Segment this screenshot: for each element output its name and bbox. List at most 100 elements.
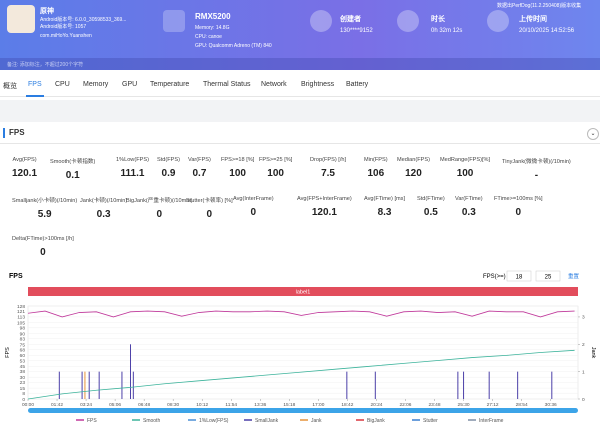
- metric: Smooth(卡顿指数) 0.1: [50, 157, 95, 181]
- x-tick-label: 08:30: [167, 402, 179, 408]
- tab-bar: 概览 FPS CPU Memory GPU Temperature Thermal Stat…: [0, 76, 600, 97]
- spacer: [0, 100, 600, 122]
- duration-icon: [397, 10, 419, 32]
- x-tick-label: 25:30: [458, 402, 470, 408]
- legend-label[interactable]: InterFrame: [479, 418, 504, 424]
- metric-label: Stutter(卡顿率) [%]: [186, 198, 233, 204]
- x-tick-label: 01:42: [51, 402, 63, 408]
- y-tick-label: 98: [20, 326, 26, 332]
- metric-value: 7.5: [321, 168, 335, 179]
- metric: Std(FTime) 0.5: [417, 196, 445, 218]
- stat-label: 创建者: [340, 16, 361, 23]
- series-line: [27, 310, 575, 318]
- legend-label[interactable]: Jank: [311, 418, 322, 424]
- x-tick-label: 10:12: [196, 402, 208, 408]
- metric: MedRange(FPS)[%] 100: [440, 157, 490, 179]
- app-info: Android版本号: 6.0.0_30598533_369...: [40, 17, 127, 23]
- upload-icon: [487, 10, 509, 32]
- metric: Drop(FPS) [/h] 7.5: [310, 157, 346, 179]
- scrollbar[interactable]: [28, 408, 578, 413]
- metric-label: TinyJank(微微卡顿)(/10min): [502, 159, 571, 165]
- metric-value: 0: [40, 247, 46, 258]
- x-tick-label: 30:36: [545, 402, 557, 408]
- metric: Median(FPS) 120: [397, 157, 430, 179]
- metric-value: 8.3: [377, 207, 392, 218]
- x-tick-label: 27:12: [487, 402, 499, 408]
- metric-value: 106: [367, 168, 385, 179]
- metric-value: 120.1: [12, 168, 38, 179]
- metric-label: Delta(FTime)>100ms [/h]: [12, 236, 74, 242]
- metric: Smalljank(小卡顿)(/10min) 5.9: [12, 196, 77, 220]
- tab[interactable]: Thermal Status: [203, 81, 251, 88]
- metric-label: Jank(卡顿)(/10min): [80, 198, 128, 204]
- threshold-input[interactable]: [535, 270, 561, 282]
- app-info: com.miHoYo.Yuanshen: [40, 33, 92, 39]
- y2-tick-label: 0: [582, 397, 585, 403]
- metric-label: Avg(InterFrame): [233, 196, 274, 202]
- legend-label[interactable]: 1%Low(FPS): [199, 418, 229, 424]
- metric-value: 0.7: [192, 168, 207, 179]
- y-tick-label: 38: [20, 369, 26, 375]
- metric-label: Drop(FPS) [/h]: [310, 157, 347, 163]
- metric-value: 0.1: [65, 170, 80, 181]
- y-tick-label: 8: [22, 391, 25, 397]
- threshold-input[interactable]: [506, 270, 532, 282]
- metric: Avg(FTime) [ms] 8.3: [364, 196, 405, 218]
- source: 数据出PerfDog(11.2.250408)版本收集: [497, 3, 582, 9]
- tab[interactable]: FPS: [26, 81, 44, 97]
- tab[interactable]: Temperature: [150, 81, 190, 88]
- metric: FTime>=100ms [%] 0: [494, 196, 543, 218]
- y-tick-label: 128: [17, 304, 25, 310]
- metric-value: 5.9: [37, 209, 52, 220]
- tab[interactable]: Memory: [83, 81, 109, 88]
- x-tick-label: 20:24: [370, 402, 382, 408]
- metric-value: 0.9: [161, 168, 176, 179]
- metric-label: BigJank(严重卡顿)(/10min): [126, 198, 193, 204]
- header: 原神 Android版本号: 6.0.0_30598533_369... And…: [0, 0, 600, 70]
- device-info: GPU: Qualcomm Adreno (TM) 840: [195, 43, 272, 49]
- x-tick-label: 15:18: [283, 402, 295, 408]
- legend-label[interactable]: BigJank: [367, 418, 385, 424]
- label-bar-text: label1: [296, 290, 311, 296]
- metric-value: 0.3: [96, 209, 111, 220]
- metric-value: 120: [405, 168, 422, 179]
- metric-value: 100: [229, 168, 246, 179]
- metric: Delta(FTime)>100ms [/h] 0: [12, 236, 74, 258]
- y-axis-label: FPS: [5, 347, 11, 358]
- tab[interactable]: Network: [261, 81, 287, 88]
- y-tick-label: 68: [20, 347, 26, 353]
- metric-value: 111.1: [120, 168, 145, 179]
- app-icon: [7, 5, 35, 33]
- legend-label[interactable]: Smooth: [143, 418, 160, 424]
- metric: Var(FPS) 0.7: [188, 157, 211, 179]
- collapse-button[interactable]: ⌄: [587, 128, 599, 140]
- metric-label: Avg(FPS): [12, 157, 37, 163]
- stat-value: 20/10/2025 14:52:56: [519, 28, 575, 34]
- legend-label[interactable]: Stutter: [423, 418, 438, 424]
- legend-label[interactable]: SmallJank: [255, 418, 279, 424]
- metric-label: Var(FTime): [455, 196, 483, 202]
- metric: BigJank(严重卡顿)(/10min) 0: [126, 196, 193, 220]
- note[interactable]: 备注: 添加标注，不超过200个字符: [7, 62, 84, 68]
- divider: [0, 143, 600, 144]
- tab[interactable]: Battery: [346, 81, 369, 88]
- x-tick-label: 22:06: [399, 402, 411, 408]
- metric: 1%Low(FPS) 111.1: [116, 157, 149, 179]
- tab[interactable]: CPU: [55, 81, 70, 88]
- y-tick-label: 30: [20, 375, 26, 381]
- x-tick-label: 18:42: [341, 402, 353, 408]
- device-icon: [163, 10, 185, 32]
- legend-label[interactable]: FPS: [87, 418, 97, 424]
- metric-value: 100: [456, 168, 474, 179]
- y-tick-label: 121: [17, 309, 25, 315]
- metric: Avg(FPS+InterFrame) 120.1: [297, 196, 352, 218]
- device-info: CPU: canoe: [195, 34, 222, 40]
- tab[interactable]: 概览: [3, 83, 17, 90]
- metric-label: 1%Low(FPS): [116, 157, 149, 163]
- tab[interactable]: Brightness: [301, 81, 335, 88]
- y-tick-label: 105: [17, 321, 25, 327]
- tab-underline: [26, 95, 44, 97]
- metric-label: Avg(FPS+InterFrame): [297, 196, 352, 202]
- x-tick-label: 28:54: [516, 402, 528, 408]
- tab[interactable]: GPU: [122, 81, 138, 88]
